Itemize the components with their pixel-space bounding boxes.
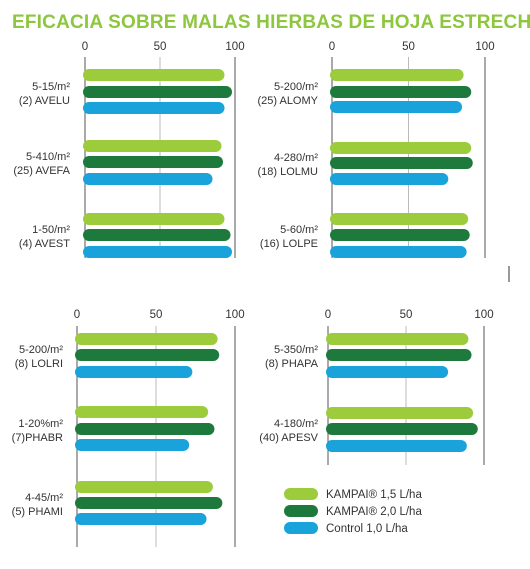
x-tick-label: 100	[475, 41, 494, 53]
x-tick-label: 0	[74, 309, 80, 321]
bar-1	[83, 213, 225, 225]
category-label-density: 4-45/m²	[25, 492, 63, 504]
bar-3	[75, 513, 207, 525]
category-label-species: (18) LOLMU	[257, 166, 318, 178]
category-label-density: 5-60/m²	[280, 224, 318, 236]
category-label-species: (2) AVELU	[19, 95, 70, 107]
category-label-species: (25) AVEFA	[13, 165, 70, 177]
bar-2	[75, 497, 223, 509]
bar-3	[75, 439, 190, 451]
bar-3	[83, 102, 225, 114]
category-label-species: (40) APESV	[259, 432, 318, 444]
x-tick-label: 100	[474, 309, 493, 321]
bar-1	[83, 140, 222, 152]
category-label-species: (5) PHAMI	[12, 506, 63, 518]
x-tick-label: 50	[402, 41, 415, 53]
legend-swatch	[284, 488, 318, 500]
bar-2	[330, 229, 470, 241]
legend-swatch	[284, 522, 318, 534]
bar-2	[75, 423, 215, 435]
legend-swatch	[284, 505, 318, 517]
bar-1	[75, 406, 209, 418]
category-label-density: 4-280/m²	[274, 152, 318, 164]
category-label-density: 5-200/m²	[19, 344, 63, 356]
bar-2	[75, 349, 220, 361]
bar-1	[330, 69, 464, 81]
category-label-density: 5-410/m²	[26, 151, 70, 163]
category-label-species: (4) AVEST	[19, 238, 70, 250]
category-label-density: 5-15/m²	[32, 81, 70, 93]
category-label-density: 5-350/m²	[274, 344, 318, 356]
bar-3	[326, 366, 449, 378]
category-label-species: (8) LOLRI	[15, 358, 63, 370]
bar-2	[83, 86, 232, 98]
bar-3	[330, 173, 449, 185]
bar-2	[330, 86, 472, 98]
bar-3	[326, 440, 467, 452]
x-tick-label: 100	[225, 309, 244, 321]
x-tick-label: 100	[225, 41, 244, 53]
category-label-density: 1-50/m²	[32, 224, 70, 236]
bar-1	[75, 333, 218, 345]
bar-1	[83, 69, 225, 81]
bar-2	[83, 156, 223, 168]
x-tick-label: 50	[150, 309, 163, 321]
bar-3	[330, 101, 463, 113]
legend-label: KAMPAI® 1,5 L/ha	[326, 489, 422, 501]
category-label-density: 5-200/m²	[274, 81, 318, 93]
x-tick-label: 0	[82, 41, 88, 53]
bar-1	[330, 213, 469, 225]
chart-title: EFICACIA SOBRE MALAS HIERBAS DE HOJA EST…	[12, 12, 530, 33]
x-tick-label: 0	[329, 41, 335, 53]
bar-1	[75, 481, 213, 493]
bar-1	[326, 333, 469, 345]
x-tick-label: 50	[400, 309, 413, 321]
bar-2	[326, 423, 478, 435]
bar-3	[83, 246, 232, 258]
x-tick-label: 50	[154, 41, 167, 53]
legend-label: KAMPAI® 2,0 L/ha	[326, 506, 422, 518]
bar-3	[75, 366, 193, 378]
category-label-species: (7)PHABR	[12, 432, 63, 444]
category-label-density: 4-180/m²	[274, 418, 318, 430]
bar-3	[330, 246, 467, 258]
bar-2	[330, 157, 473, 169]
bar-2	[326, 349, 472, 361]
legend-label: Control 1,0 L/ha	[326, 523, 408, 535]
category-label-species: (16) LOLPE	[260, 238, 318, 250]
category-label-species: (25) ALOMY	[257, 95, 318, 107]
bar-1	[326, 407, 474, 419]
category-label-density: 1-20%m²	[18, 418, 63, 430]
bar-3	[83, 173, 213, 185]
bar-2	[83, 229, 231, 241]
bar-1	[330, 142, 472, 154]
category-label-species: (8) PHAPA	[265, 358, 319, 370]
x-tick-label: 0	[325, 309, 331, 321]
